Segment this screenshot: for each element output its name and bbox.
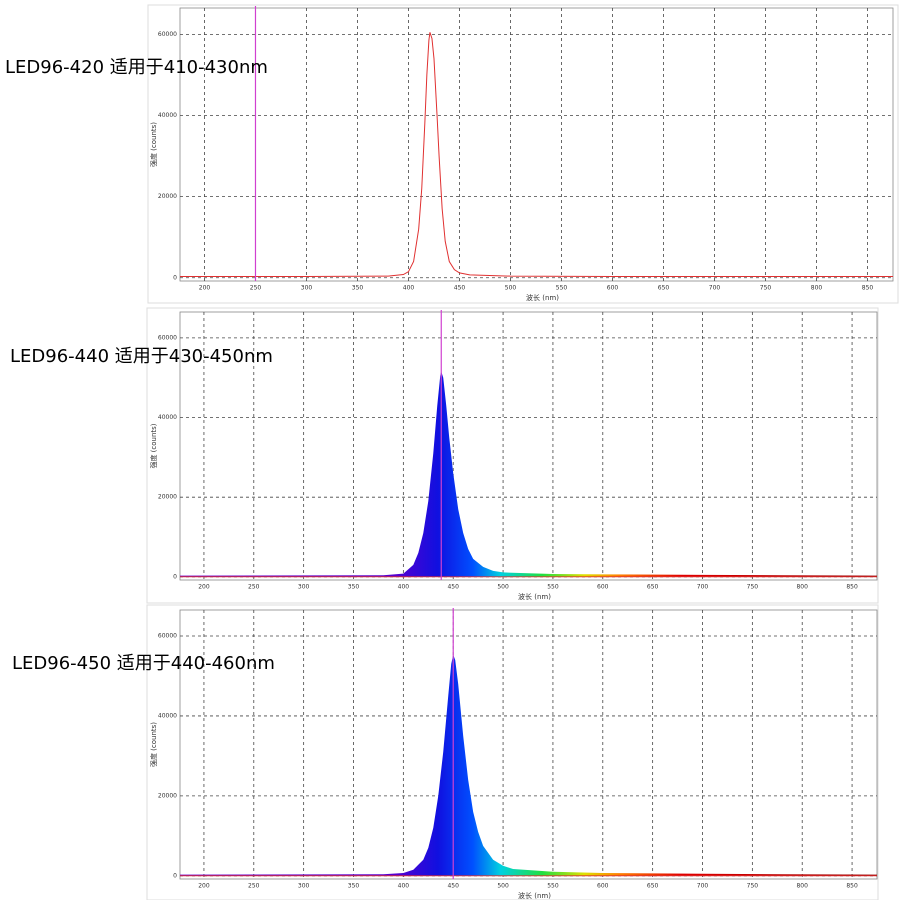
x-tick-label: 800: [811, 285, 823, 292]
x-tick-label: 350: [348, 883, 360, 890]
y-tick-label: 40000: [158, 712, 177, 719]
x-tick-label: 750: [747, 883, 759, 890]
x-tick-label: 250: [248, 883, 260, 890]
plot-area: [179, 609, 878, 880]
x-tick-label: 550: [556, 285, 568, 292]
x-tick-label: 350: [348, 584, 360, 591]
x-tick-label: 850: [862, 285, 874, 292]
x-tick-label: 700: [697, 584, 709, 591]
x-tick-label: 450: [447, 883, 459, 890]
x-tick-label: 550: [547, 883, 559, 890]
x-axis-title: 波长 (nm): [518, 592, 551, 601]
x-tick-label: 450: [447, 584, 459, 591]
y-tick-label: 0: [173, 573, 177, 580]
x-tick-label: 350: [352, 285, 364, 292]
x-tick-label: 550: [547, 584, 559, 591]
x-tick-label: 700: [697, 883, 709, 890]
x-tick-label: 200: [198, 584, 210, 591]
x-tick-label: 200: [198, 883, 210, 890]
x-tick-label: 400: [398, 883, 410, 890]
x-tick-label: 750: [760, 285, 772, 292]
y-tick-label: 0: [173, 872, 177, 879]
x-tick-label: 200: [199, 285, 211, 292]
x-tick-label: 800: [796, 883, 808, 890]
x-tick-label: 250: [248, 584, 260, 591]
x-tick-label: 300: [298, 883, 310, 890]
chart-title: LED96-450 适用于440-460nm: [12, 653, 275, 674]
x-tick-label: 250: [250, 285, 262, 292]
x-tick-label: 500: [497, 883, 509, 890]
x-tick-label: 850: [846, 584, 858, 591]
y-tick-label: 0: [173, 274, 177, 281]
chart-title: LED96-420 适用于410-430nm: [5, 57, 268, 78]
x-tick-label: 650: [647, 883, 659, 890]
x-tick-label: 750: [747, 584, 759, 591]
y-axis-title: 强度 (counts): [149, 122, 158, 167]
y-tick-label: 60000: [158, 334, 177, 341]
y-tick-label: 20000: [158, 792, 177, 799]
x-axis-title: 波长 (nm): [526, 293, 559, 302]
x-tick-label: 600: [597, 883, 609, 890]
x-tick-label: 700: [709, 285, 721, 292]
plot-area: [179, 311, 878, 581]
x-tick-label: 500: [505, 285, 517, 292]
plot-area: [179, 7, 894, 282]
y-tick-label: 20000: [158, 193, 177, 200]
y-tick-label: 40000: [158, 112, 177, 119]
x-tick-label: 600: [607, 285, 619, 292]
x-tick-label: 800: [796, 584, 808, 591]
y-tick-label: 60000: [158, 31, 177, 38]
y-axis-title: 强度 (counts): [149, 423, 158, 468]
x-axis-title: 波长 (nm): [518, 891, 551, 900]
x-tick-label: 500: [497, 584, 509, 591]
x-tick-label: 400: [398, 584, 410, 591]
x-tick-label: 600: [597, 584, 609, 591]
x-tick-label: 300: [301, 285, 313, 292]
y-tick-label: 40000: [158, 414, 177, 421]
x-tick-label: 450: [454, 285, 466, 292]
spectrum-line: [180, 32, 893, 278]
x-tick-label: 650: [658, 285, 670, 292]
x-tick-label: 650: [647, 584, 659, 591]
y-tick-label: 20000: [158, 494, 177, 501]
y-tick-label: 60000: [158, 632, 177, 639]
y-axis-title: 强度 (counts): [149, 722, 158, 767]
x-tick-label: 400: [403, 285, 415, 292]
x-tick-label: 300: [298, 584, 310, 591]
x-tick-label: 850: [846, 883, 858, 890]
chart-title: LED96-440 适用于430-450nm: [10, 346, 273, 367]
